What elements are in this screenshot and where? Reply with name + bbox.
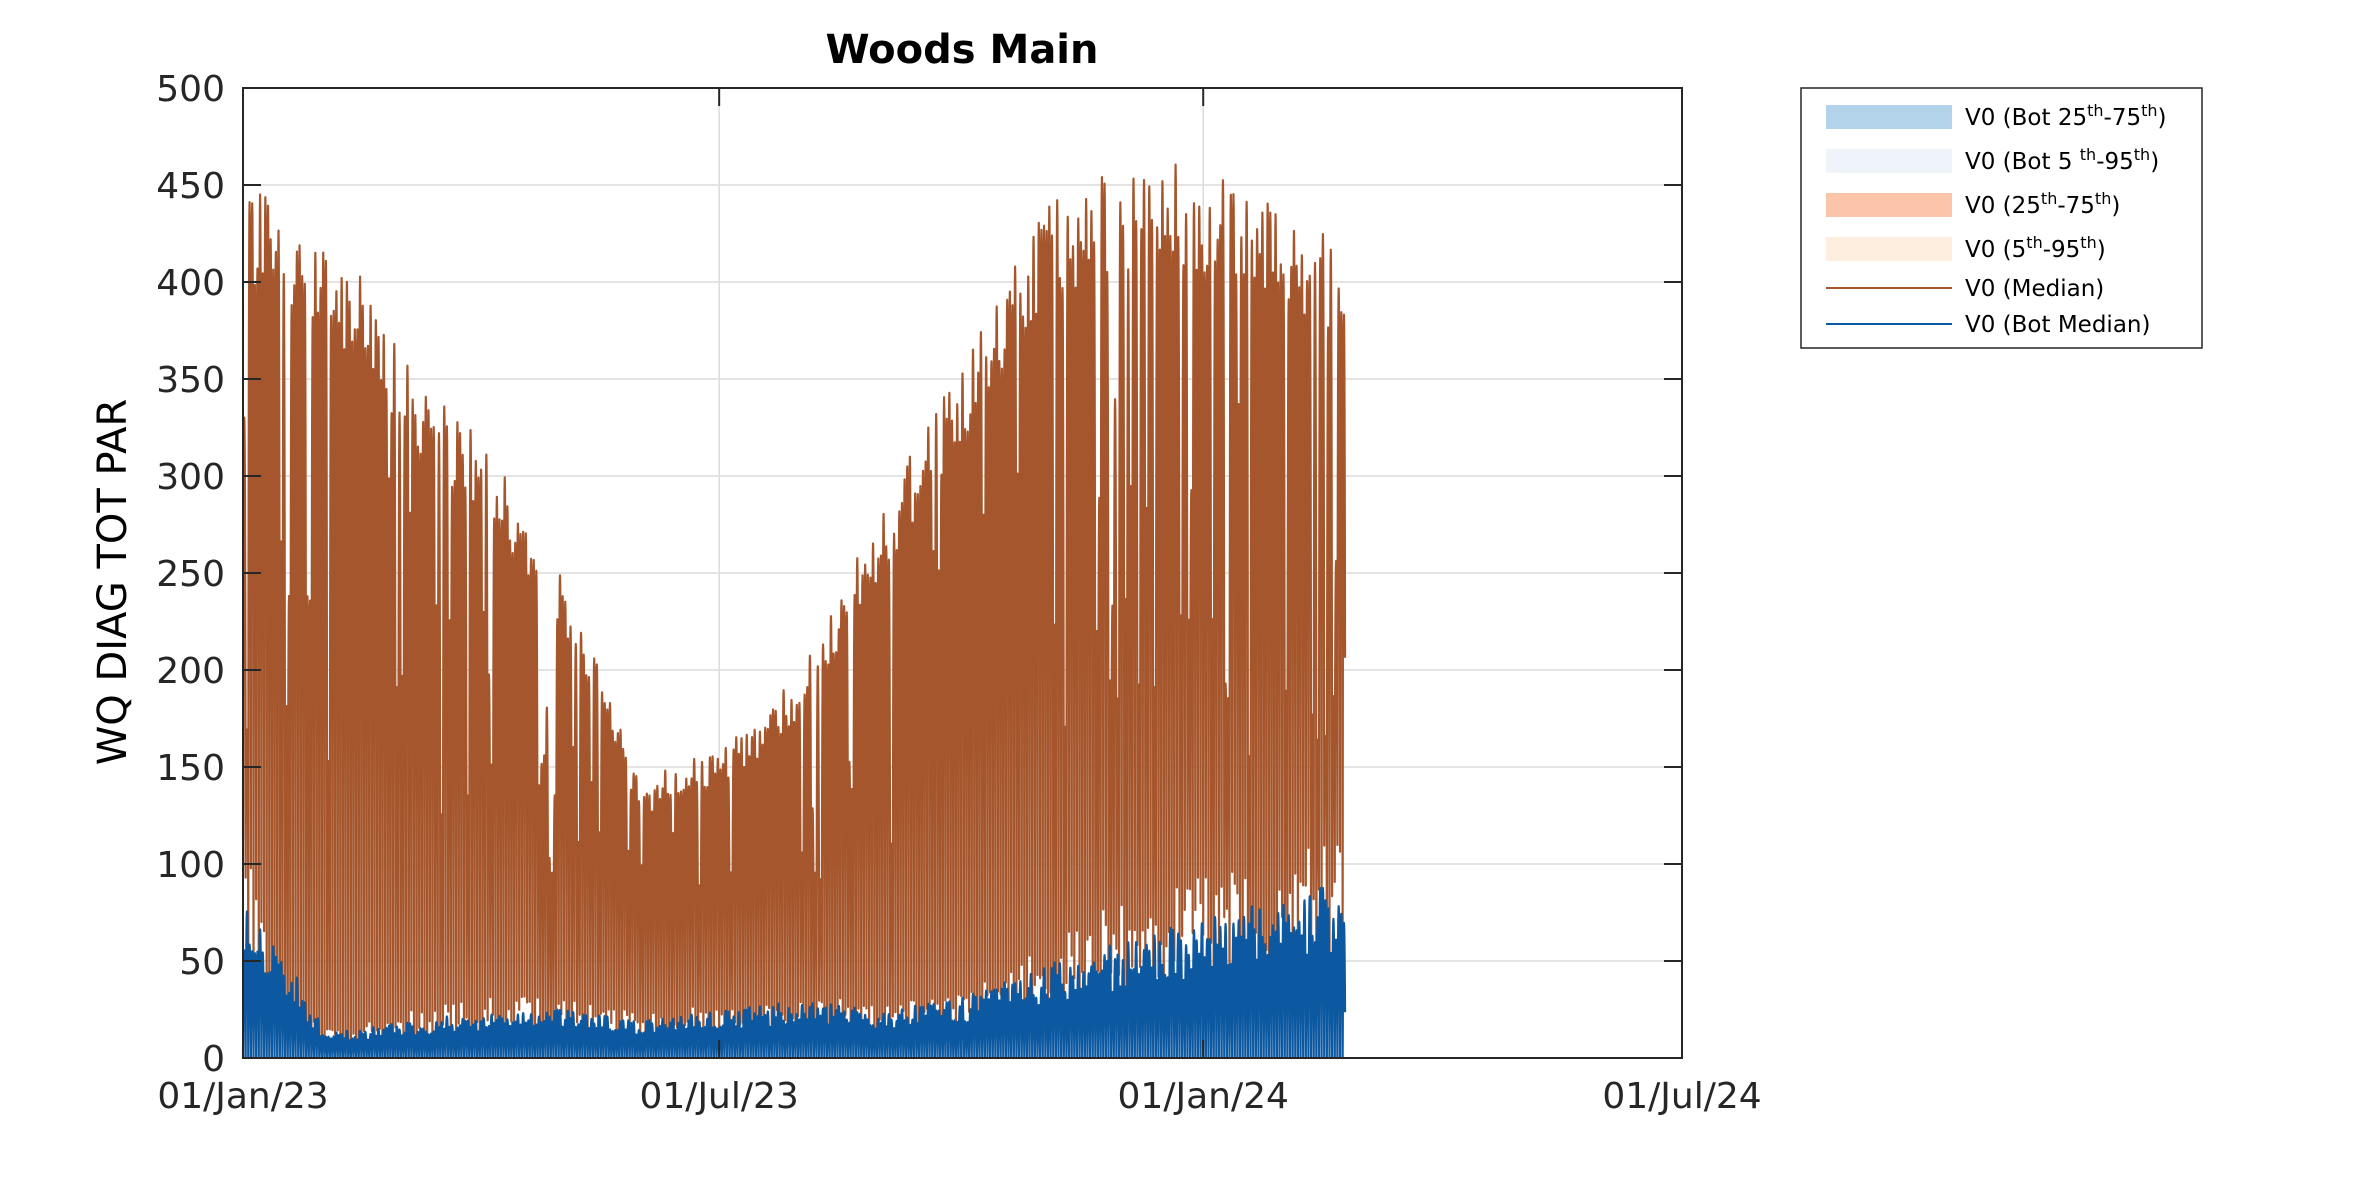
y-tick-label: 500 — [156, 69, 225, 110]
legend-swatch — [1826, 149, 1952, 173]
legend-label: V0 (5th-95th) — [1965, 233, 2106, 263]
y-tick-label: 300 — [156, 457, 225, 498]
tick-layer: 0 50 100 150 200 250 300 350 400 450 500 01/Jan/23 0… — [156, 69, 1761, 1117]
chart-title: Woods Main — [825, 27, 1098, 73]
y-tick-label: 250 — [156, 554, 225, 595]
y-tick-label: 400 — [156, 263, 225, 304]
legend-label: V0 (Bot 5 th-95th) — [1965, 145, 2159, 175]
legend-item: V0 (25th-75th) — [1826, 189, 2120, 219]
series-line-median — [241, 163, 1347, 1049]
y-tick-label: 350 — [156, 360, 225, 401]
legend-box — [1800, 87, 2203, 349]
legend-item: V0 (Bot 25th-75th) — [1826, 101, 2167, 131]
legend-swatch — [1826, 193, 1952, 217]
legend-swatch — [1826, 237, 1952, 261]
legend-label: V0 (Bot 25th-75th) — [1965, 101, 2167, 131]
x-tick-label: 01/Jul/24 — [1602, 1076, 1761, 1117]
legend: V0 (Bot 25th-75th) V0 (Bot 5 th-95th) V0 (… — [1800, 87, 2203, 349]
x-tick-label: 01/Jul/23 — [640, 1076, 799, 1117]
legend-label: V0 (25th-75th) — [1965, 189, 2120, 219]
legend-item: V0 (Bot 5 th-95th) — [1826, 145, 2159, 175]
y-tick-label: 0 — [202, 1039, 225, 1080]
y-tick-label: 150 — [156, 748, 225, 789]
legend-swatch — [1826, 105, 1952, 129]
legend-item: V0 (Bot Median) — [1826, 312, 2150, 338]
legend-item: V0 (Median) — [1826, 276, 2104, 302]
series-line-bot-median — [241, 886, 1347, 1060]
data-layer — [241, 163, 1347, 1060]
y-tick-label: 450 — [156, 166, 225, 207]
y-tick-label: 200 — [156, 651, 225, 692]
y-tick-label: 50 — [179, 942, 225, 983]
legend-label: V0 (Bot Median) — [1965, 312, 2150, 338]
legend-label: V0 (Median) — [1965, 276, 2104, 302]
x-tick-label: 01/Jan/23 — [157, 1076, 328, 1117]
y-axis-label: WQ DIAG TOT PAR — [90, 399, 136, 766]
x-tick-label: 01/Jan/24 — [1118, 1076, 1289, 1117]
y-tick-label: 100 — [156, 845, 225, 886]
legend-item: V0 (5th-95th) — [1826, 233, 2106, 263]
